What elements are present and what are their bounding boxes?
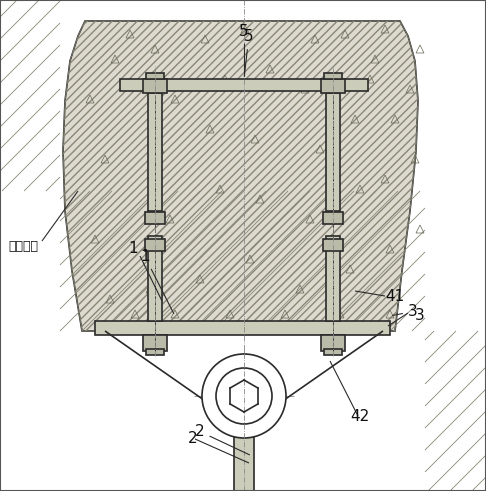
- Circle shape: [202, 354, 286, 438]
- Text: 冷却塔壁: 冷却塔壁: [8, 240, 38, 252]
- Bar: [146, 349, 164, 355]
- Circle shape: [216, 368, 272, 424]
- Bar: [326, 93, 340, 211]
- Text: 1: 1: [128, 241, 138, 256]
- Text: 3: 3: [415, 308, 425, 324]
- Text: 42: 42: [350, 409, 369, 424]
- Bar: [234, 431, 254, 491]
- Polygon shape: [63, 21, 418, 331]
- Bar: [321, 79, 345, 93]
- Bar: [145, 239, 165, 251]
- Bar: [148, 93, 162, 211]
- Bar: [143, 79, 167, 93]
- Bar: [321, 335, 345, 351]
- Bar: [324, 73, 342, 79]
- Text: 2: 2: [195, 424, 249, 455]
- Text: 3: 3: [393, 304, 418, 319]
- Bar: [326, 236, 340, 321]
- Text: 41: 41: [385, 289, 404, 304]
- Bar: [120, 79, 368, 91]
- Bar: [143, 335, 167, 351]
- Bar: [146, 73, 164, 79]
- Bar: [324, 349, 342, 355]
- Bar: [95, 321, 390, 335]
- Text: 5: 5: [244, 29, 254, 76]
- Text: 1: 1: [140, 249, 174, 314]
- Bar: [148, 236, 162, 321]
- Text: 5: 5: [239, 24, 249, 38]
- Bar: [323, 239, 343, 251]
- Bar: [323, 212, 343, 224]
- Bar: [145, 212, 165, 224]
- Text: 2: 2: [188, 431, 198, 446]
